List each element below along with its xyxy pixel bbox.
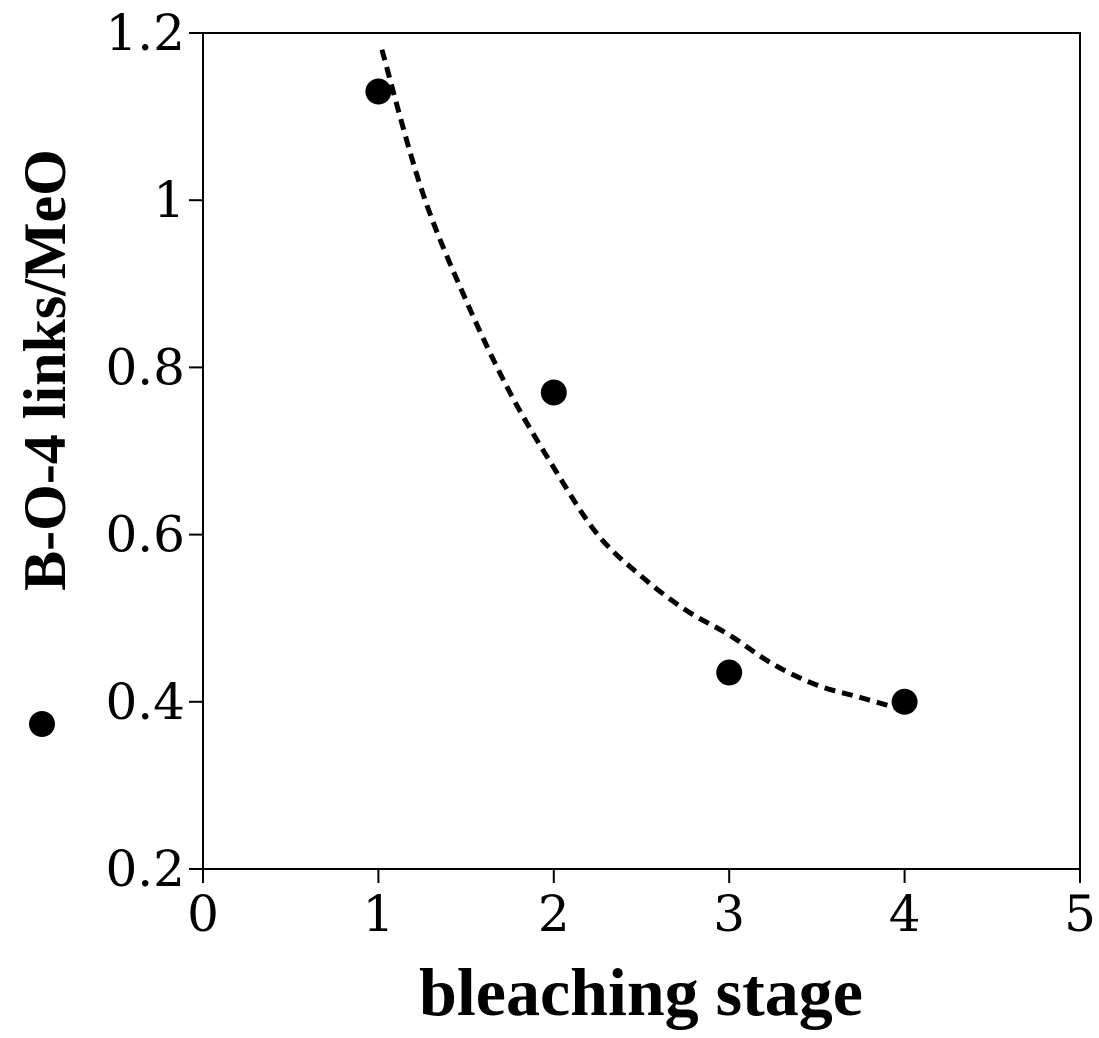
y-axis-title: B-O-4 links/MeO [12, 149, 78, 591]
y-axis-legend-marker [29, 711, 55, 737]
x-tick-label: 5 [1064, 885, 1096, 943]
data-points-layer [365, 78, 918, 715]
x-axis-ticks: 0 1 2 3 4 5 [187, 869, 1096, 943]
x-tick-label: 3 [713, 885, 745, 943]
data-point [891, 688, 918, 715]
y-tick-label: 0.2 [105, 840, 185, 898]
x-tick-label: 0 [187, 885, 219, 943]
x-tick-label: 2 [538, 885, 570, 943]
fit-curve-dashed [379, 49, 906, 713]
x-tick-label: 4 [889, 885, 921, 943]
y-tick-label: 0.8 [105, 338, 185, 396]
y-tick-label: 1 [153, 171, 185, 229]
plot-frame [202, 32, 1081, 870]
y-axis-title-group: B-O-4 links/MeO [12, 149, 78, 591]
x-tick-label: 1 [362, 885, 394, 943]
x-axis-title: bleaching stage [419, 954, 863, 1030]
data-point [365, 78, 392, 105]
y-tick-label: 1.2 [105, 4, 185, 62]
data-point [716, 659, 743, 686]
y-tick-label: 0.6 [105, 506, 185, 564]
y-tick-label: 0.4 [105, 673, 185, 731]
y-axis-ticks: 0.2 0.4 0.6 0.8 1 1.2 [105, 4, 203, 898]
data-point [540, 379, 567, 406]
fit-curve-layer [379, 49, 906, 713]
